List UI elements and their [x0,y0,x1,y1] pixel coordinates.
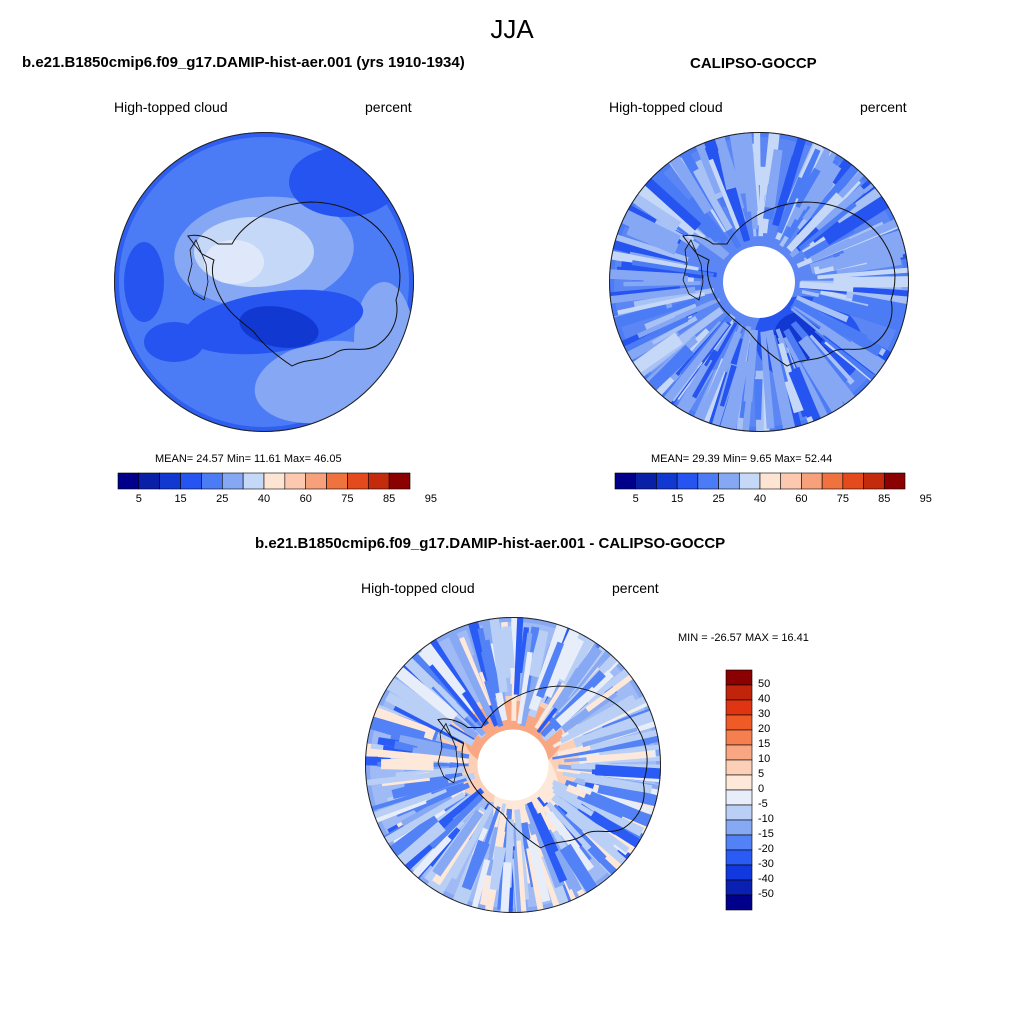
colorbar-swatch [759,472,782,490]
colorbar-swatch [138,472,161,490]
colorbar-swatch [718,472,740,490]
colorbar-swatch [883,472,906,490]
figure-title: JJA [490,14,534,44]
panel-3-polar-map [365,617,661,913]
colorbar-swatch [725,894,753,911]
colorbar-swatch [842,472,864,490]
colorbar-tick-label: 85 [383,493,396,505]
colorbar-tick-label: -50 [758,888,774,900]
panel-2-title: CALIPSO-GOCCP [690,55,817,72]
colorbar-tick-label: 40 [753,493,767,505]
colorbar-swatch [201,472,223,490]
panel-3-stats: MIN = -26.57 MAX = 16.41 [678,632,809,644]
colorbar-tick-label: 95 [424,493,437,505]
colorbar-tick-label: 40 [758,693,771,705]
colorbar-swatch [725,759,753,776]
colorbar-swatch [725,864,753,881]
colorbar-swatch [725,699,753,716]
colorbar-tick-label: 15 [758,738,771,750]
colorbar-swatch [614,472,637,490]
colorbar-swatch [725,774,753,791]
panel-1-colorbar [117,472,411,490]
colorbar-tick-label: 60 [795,493,808,505]
colorbar-tick-label: 75 [836,493,849,505]
colorbar-swatch [725,684,753,701]
colorbar-swatch [656,472,678,490]
colorbar-tick-label: -30 [758,858,774,870]
colorbar-tick-label: 15 [671,493,684,505]
colorbar-swatch [326,472,348,490]
panel-2-units-label: percent [860,99,907,115]
colorbar-swatch [117,472,140,490]
colorbar-tick-label: 40 [257,493,271,505]
colorbar-swatch [367,472,390,490]
colorbar-swatch [388,472,411,490]
colorbar-swatch [221,472,244,490]
colorbar-tick-label: -40 [758,873,774,885]
panel-3-units-label: percent [612,580,659,596]
colorbar-swatch [180,472,202,490]
colorbar-swatch [676,472,699,490]
colorbar-tick-label: -15 [758,828,774,840]
colorbar-tick-label: 25 [712,493,725,505]
colorbar-tick-label: 95 [919,493,932,505]
colorbar-swatch [284,472,307,490]
colorbar-swatch [725,729,753,746]
colorbar-swatch [725,714,753,731]
panel-3-variable-label: High-topped cloud [361,580,475,596]
colorbar-swatch [725,879,753,896]
colorbar-tick-label: 50 [758,678,771,690]
colorbar-swatch [635,472,657,490]
colorbar-swatch [725,789,753,806]
colorbar-swatch [347,472,369,490]
colorbar-tick-label: 10 [758,753,771,765]
colorbar-tick-label: 25 [216,493,229,505]
colorbar-swatch [697,472,719,490]
colorbar-tick-label: 85 [878,493,891,505]
panel-1-units-label: percent [365,99,412,115]
colorbar-tick-label: 30 [758,708,771,720]
panel-3-colorbar [725,669,753,911]
colorbar-swatch [738,472,761,490]
panel-1-variable-label: High-topped cloud [114,99,228,115]
colorbar-swatch [725,744,753,761]
colorbar-swatch [725,669,753,686]
colorbar-swatch [242,472,265,490]
colorbar-tick-label: 5 [632,493,639,505]
colorbar-swatch [263,472,286,490]
colorbar-swatch [725,804,753,821]
colorbar-swatch [725,819,753,836]
panel-1-title: b.e21.B1850cmip6.f09_g17.DAMIP-hist-aer.… [22,54,465,71]
colorbar-swatch [305,472,327,490]
colorbar-tick-label: 0 [758,783,765,795]
colorbar-tick-label: -5 [758,798,768,810]
colorbar-tick-label: 5 [135,493,142,505]
colorbar-tick-label: 60 [299,493,312,505]
colorbar-tick-label: 5 [758,768,765,780]
colorbar-swatch [780,472,802,490]
colorbar-swatch [725,849,753,866]
panel-2-polar-map [609,132,909,432]
colorbar-tick-label: -10 [758,813,774,825]
panel-3-title: b.e21.B1850cmip6.f09_g17.DAMIP-hist-aer.… [255,535,726,552]
colorbar-tick-label: 15 [174,493,187,505]
panel-2-colorbar [614,472,906,490]
colorbar-swatch [821,472,844,490]
colorbar-swatch [863,472,885,490]
panel-1-stats: MEAN= 24.57 Min= 11.61 Max= 46.05 [155,453,342,465]
panel-1-polar-map [114,132,414,432]
colorbar-swatch [725,834,753,851]
colorbar-tick-label: 75 [341,493,354,505]
panel-2-variable-label: High-topped cloud [609,99,723,115]
colorbar-swatch [159,472,181,490]
panel-2-stats: MEAN= 29.39 Min= 9.65 Max= 52.44 [651,453,833,465]
colorbar-swatch [801,472,823,490]
colorbar-tick-label: -20 [758,843,774,855]
colorbar-tick-label: 20 [758,723,771,735]
